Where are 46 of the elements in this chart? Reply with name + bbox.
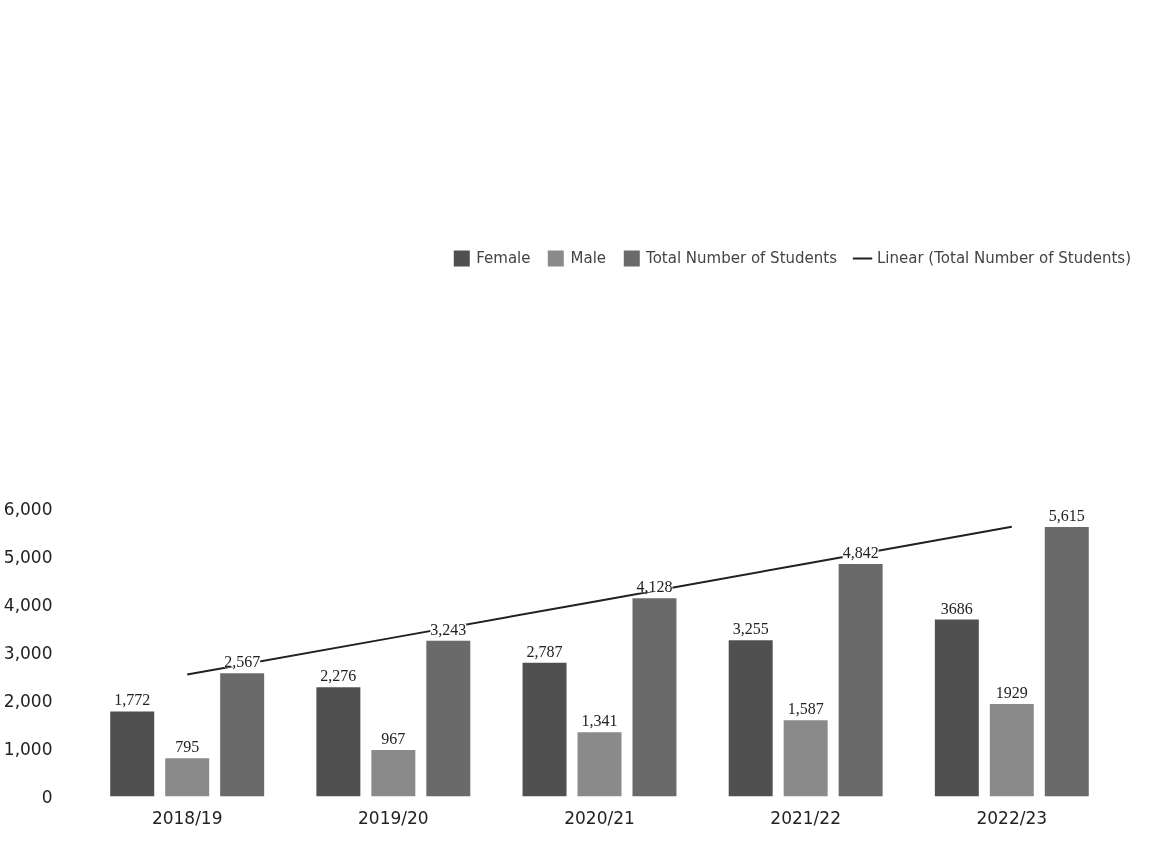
data-label: 2,567 [224, 653, 261, 671]
y-tick-label: 4,000 [3, 595, 53, 615]
data-label: 3,255 [732, 620, 769, 638]
data-label: 3,243 [430, 620, 467, 638]
data-label: 1,587 [787, 700, 824, 718]
x-tick-label: 2019/20 [358, 807, 429, 828]
legend-label: Total Number of Students [646, 249, 837, 267]
data-label: 5,615 [1048, 506, 1085, 524]
x-tick-label: 2022/23 [976, 807, 1048, 828]
legend-label: Male [570, 249, 607, 267]
bar [426, 640, 471, 797]
y-tick-label: 0 [41, 787, 53, 807]
data-label: 1,341 [581, 712, 618, 730]
data-label: 795 [175, 738, 200, 756]
data-label: 4,842 [842, 544, 879, 562]
legend-label: Linear (Total Number of Students) [876, 249, 1131, 267]
data-label: 2,276 [320, 667, 357, 685]
bar [165, 758, 210, 797]
y-tick-label: 3,000 [3, 643, 53, 663]
bar [989, 703, 1034, 797]
y-tick-label: 5,000 [3, 547, 53, 567]
y-tick-label: 6,000 [3, 499, 53, 519]
data-label: 3686 [940, 599, 973, 617]
bar [838, 564, 883, 797]
legend-label: Female [476, 249, 531, 267]
bar [934, 619, 979, 797]
y-tick-label: 2,000 [3, 691, 53, 711]
bar [110, 711, 155, 797]
x-tick-label: 2021/22 [770, 807, 841, 828]
bar [522, 662, 567, 797]
x-tick-label: 2020/21 [564, 807, 635, 828]
bar [220, 673, 265, 797]
data-label: 4,128 [636, 578, 673, 596]
bar [783, 720, 828, 797]
data-label: 1929 [995, 683, 1028, 701]
x-tick-label: 2018/19 [151, 807, 223, 828]
data-label: 1,772 [114, 691, 151, 709]
bar [371, 750, 416, 797]
data-label: 2,787 [526, 642, 563, 660]
y-tick-label: 1,000 [3, 739, 53, 759]
bar [1044, 526, 1089, 797]
data-label: 967 [381, 730, 406, 748]
bar [577, 732, 622, 797]
bar [728, 640, 773, 797]
bar [632, 598, 677, 797]
bar [316, 687, 361, 797]
